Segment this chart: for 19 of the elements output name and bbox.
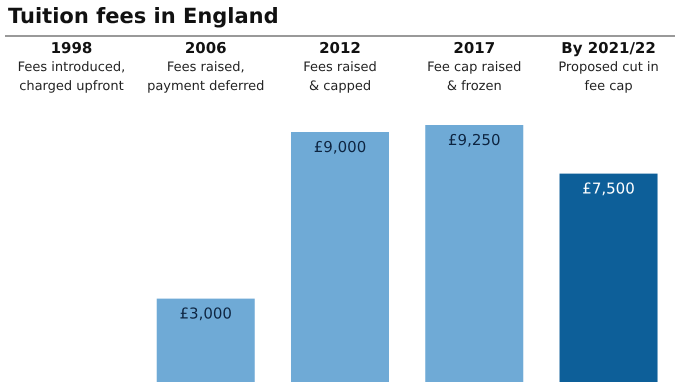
bar (425, 125, 524, 382)
bar (560, 174, 658, 382)
data-label: £7,500 (582, 180, 635, 198)
text: Fees introduced, charged upfront (18, 60, 126, 94)
x-tick-label: 1998 (50, 39, 92, 57)
text: Fees raised, payment deferred (147, 60, 264, 94)
data-label: £9,000 (314, 138, 366, 156)
data-label: £9,250 (448, 131, 501, 149)
x-tick-label: 2006 (184, 39, 227, 57)
text: Proposed cut in fee cap (558, 60, 659, 94)
x-tick-label: 2012 (319, 39, 361, 57)
bar (290, 132, 390, 382)
bar (156, 298, 255, 382)
data-label: £3,000 (179, 304, 232, 323)
x-tick-label: By 2021/22 (561, 39, 656, 57)
chart-title: Tuition fees in England (8, 4, 279, 28)
x-tick-label: 2017 (453, 39, 496, 57)
text: Fee cap raised & frozen (427, 60, 522, 94)
text: Fees raised & capped (303, 60, 377, 94)
